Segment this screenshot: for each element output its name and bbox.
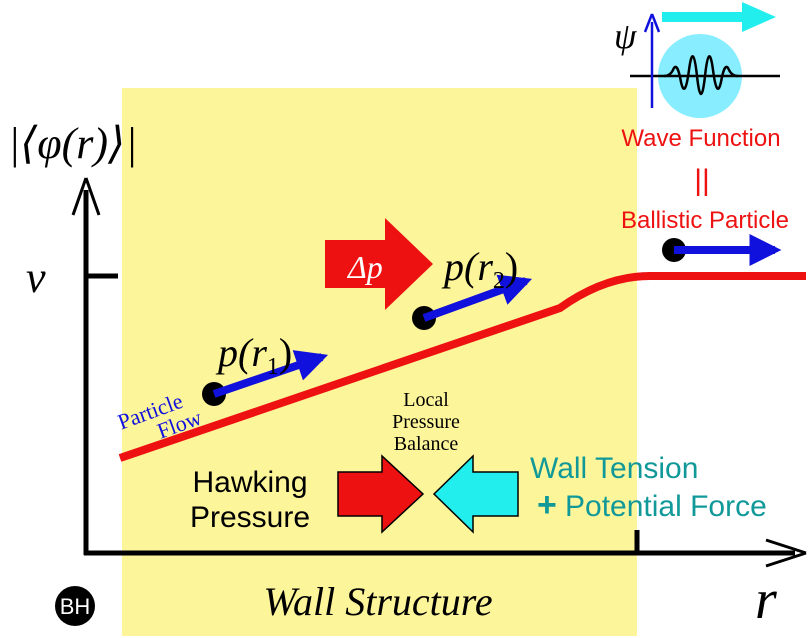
bh-badge	[55, 586, 95, 626]
x-axis-label: r	[755, 569, 777, 631]
plus-sign: +	[537, 486, 557, 524]
equivalence-sign: ||	[694, 164, 710, 197]
psi-axis-arrowhead	[643, 13, 661, 33]
cyan-motion-arrow	[662, 2, 776, 32]
momentum-label-r2: p(r2)	[441, 244, 518, 294]
hawking-pressure-arrow	[337, 454, 425, 534]
potential-force-label: Potential Force	[565, 490, 767, 523]
wall-structure-label: Wall Structure	[263, 579, 492, 624]
hawking-line-2: Pressure	[190, 501, 310, 534]
field-profile-curve	[118, 272, 806, 462]
wave-function-label: Wave Function	[621, 125, 780, 152]
delta-p-arrow	[325, 218, 433, 310]
v-tick-label: v	[26, 253, 46, 302]
momentum-arrow-r2	[422, 274, 533, 322]
y-axis-arrowhead	[71, 177, 101, 216]
hawking-line-1: Hawking	[192, 466, 307, 499]
bh-label: BH	[60, 594, 91, 619]
x-axis-arrowhead	[765, 538, 807, 568]
delta-p-label: Δp	[346, 249, 383, 285]
momentum-label-r1: p(r1)	[215, 330, 292, 380]
wall-tension-label: Wall Tension	[530, 452, 698, 485]
y-axis-label: |⟨φ(r)⟩|	[8, 119, 137, 168]
local-pressure-line-1: Local	[403, 389, 449, 411]
wave-packet-curve	[663, 55, 739, 96]
momentum-arrow-r1	[212, 350, 329, 398]
local-pressure-line-3: Balance	[394, 433, 459, 455]
wall-region	[122, 88, 637, 636]
local-pressure-line-2: Pressure	[392, 411, 460, 433]
ballistic-particle-label: Ballistic Particle	[621, 207, 789, 234]
wall-tension-arrow	[432, 454, 519, 534]
psi-label: ψ	[614, 16, 637, 56]
